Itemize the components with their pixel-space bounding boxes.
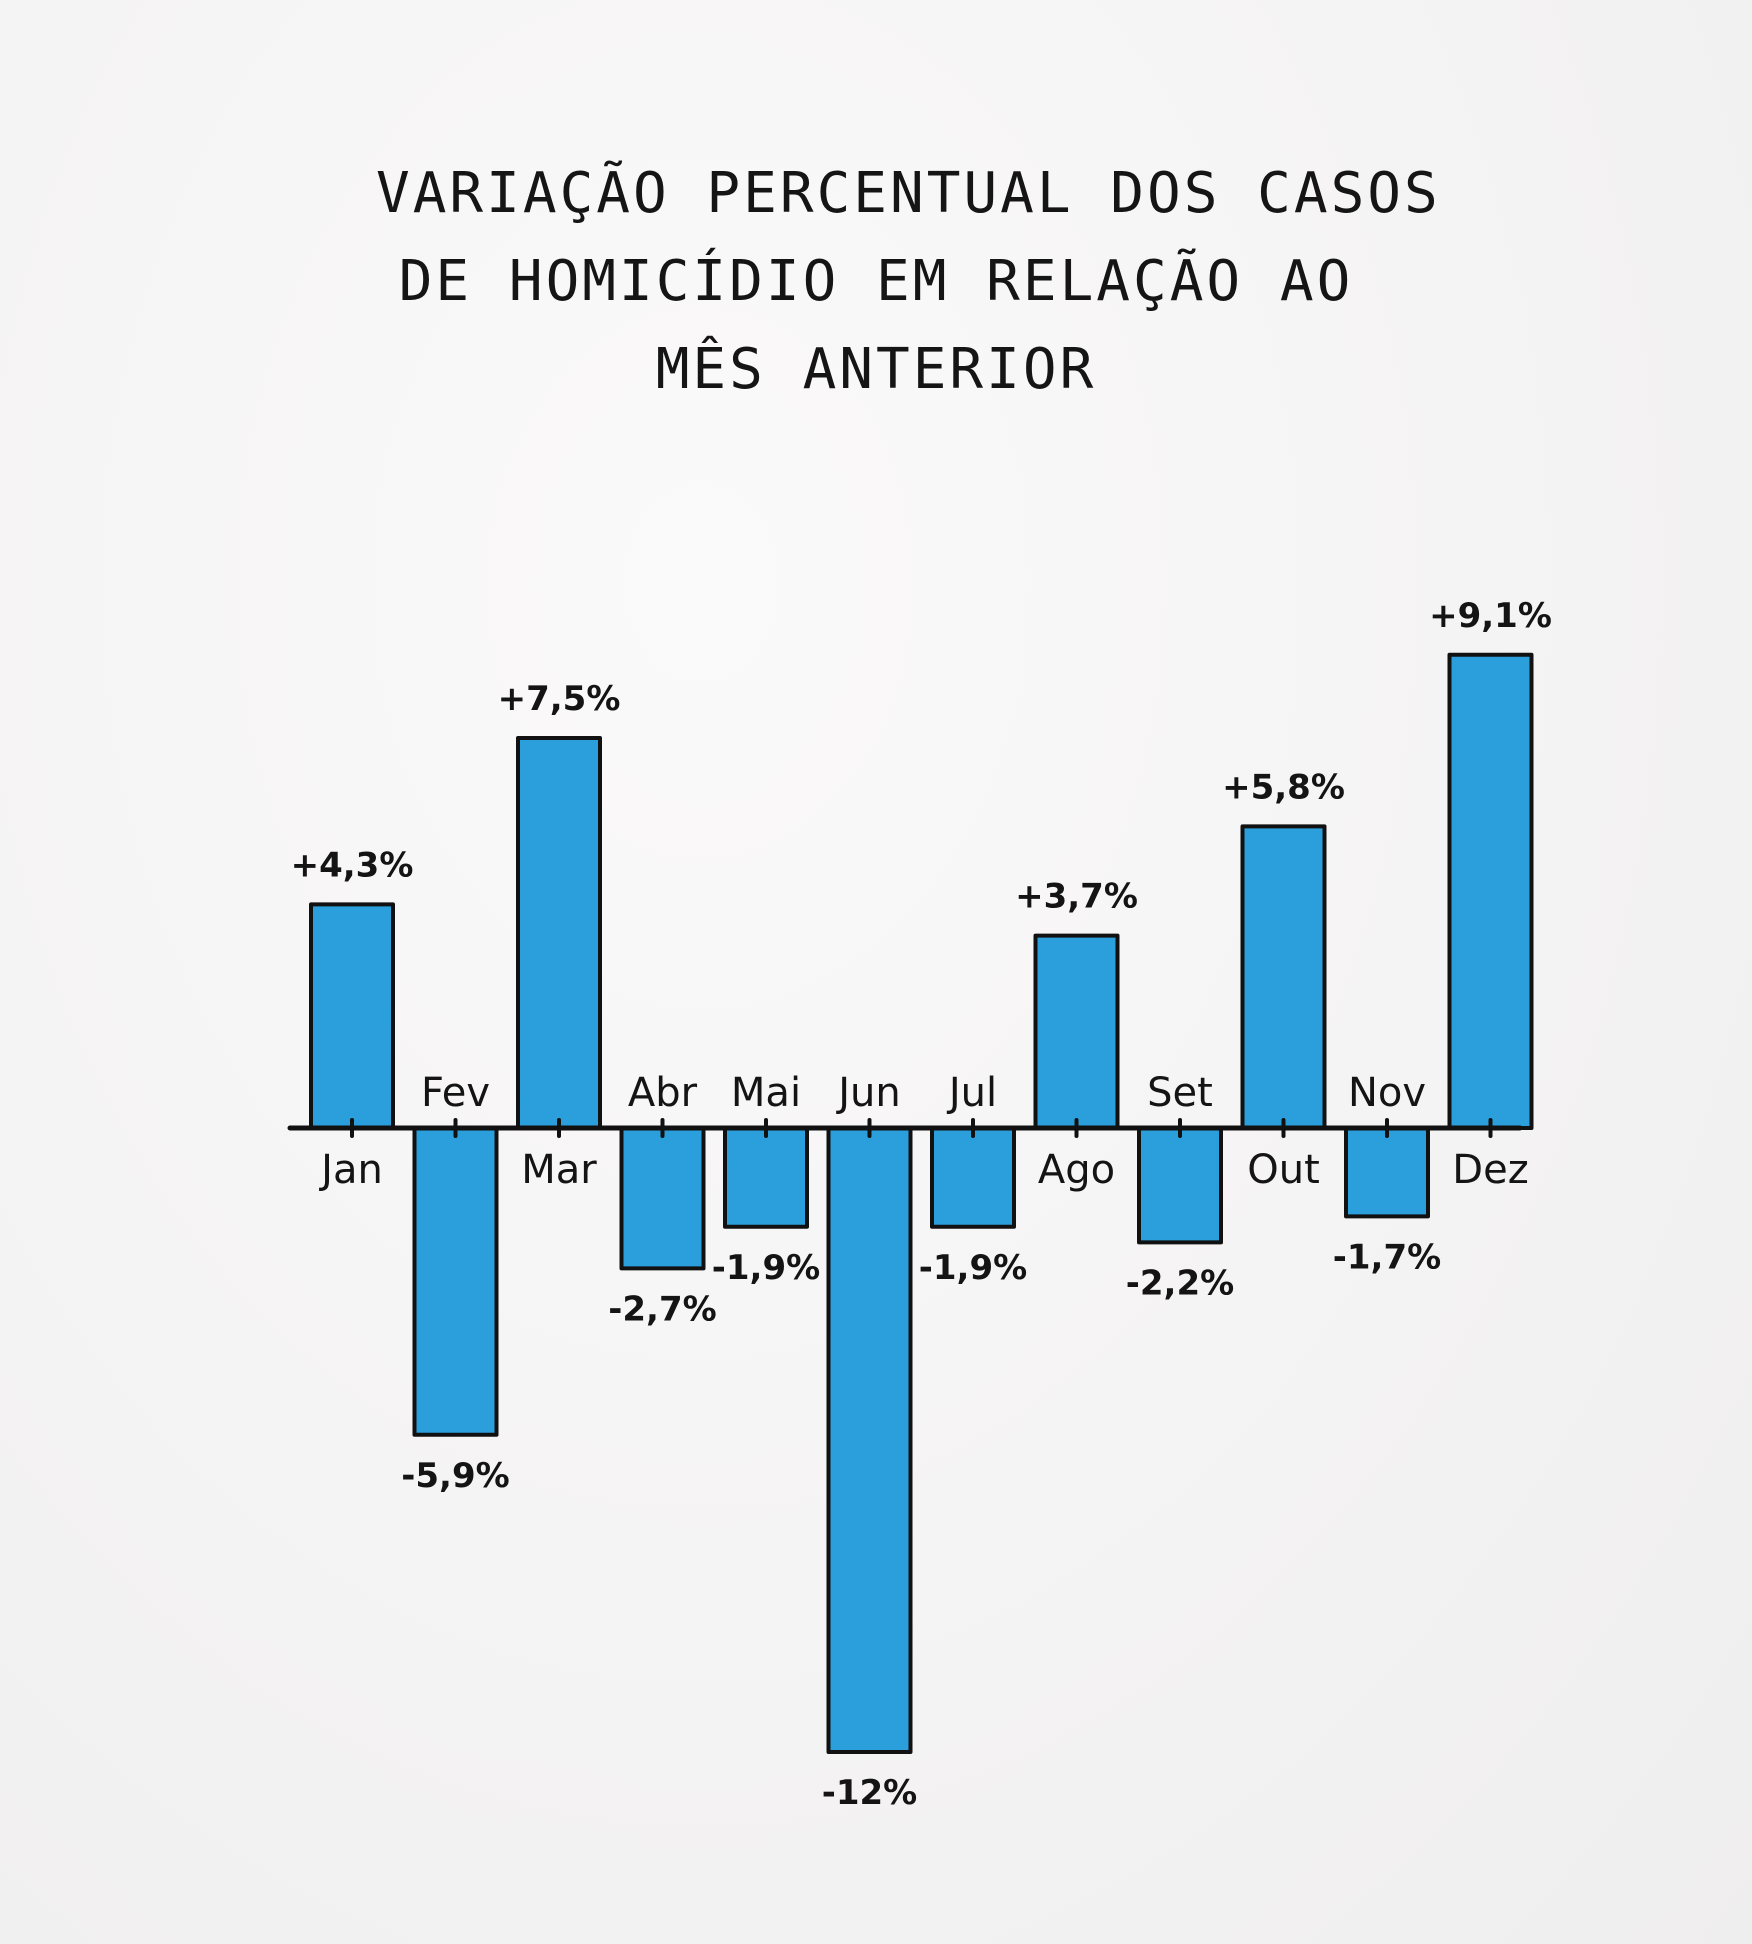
month-label-mar: Mar <box>521 1147 597 1193</box>
chart-title-line-3: mês anterior <box>655 337 1097 402</box>
month-label-out: Out <box>1247 1147 1320 1193</box>
month-label-nov: Nov <box>1348 1070 1426 1116</box>
month-label-jan: Jan <box>318 1147 383 1193</box>
bar-mar <box>516 736 602 1130</box>
month-label-ago: Ago <box>1038 1147 1115 1193</box>
chart-title-line-1: Variação percentual dos casos <box>376 161 1441 226</box>
bar-dez <box>1447 652 1534 1130</box>
month-label-jul: Jul <box>946 1070 997 1116</box>
bar-fev <box>412 1126 499 1437</box>
month-label-abr: Abr <box>628 1070 698 1116</box>
value-label-fev: -5,9% <box>401 1456 509 1496</box>
month-label-set: Set <box>1147 1070 1213 1116</box>
bar-ago <box>1033 933 1120 1130</box>
month-label-dez: Dez <box>1452 1147 1528 1193</box>
bar-mai <box>723 1126 809 1229</box>
bar-jan <box>309 902 395 1131</box>
month-label-jun: Jun <box>835 1070 901 1116</box>
chart-title: Variação percentual dos casos de homicíd… <box>376 150 1441 414</box>
bar-jun <box>826 1126 913 1754</box>
value-label-nov: -1,7% <box>1333 1237 1441 1277</box>
value-label-mar: +7,5% <box>498 679 621 719</box>
value-label-jan: +4,3% <box>291 845 414 885</box>
bar-set <box>1137 1126 1223 1245</box>
bar-out <box>1240 824 1327 1131</box>
value-label-set: -2,2% <box>1126 1263 1234 1303</box>
value-label-jul: -1,9% <box>919 1248 1027 1288</box>
bar-jul <box>930 1126 1016 1229</box>
month-label-mai: Mai <box>731 1070 801 1116</box>
value-label-out: +5,8% <box>1222 767 1345 807</box>
value-label-jun: -12% <box>822 1773 918 1813</box>
value-label-mai: -1,9% <box>712 1248 820 1288</box>
bar-nov <box>1344 1126 1430 1219</box>
chart-title-line-2: de homicídio em relação ao <box>398 249 1354 314</box>
bar-abr <box>619 1126 706 1271</box>
value-label-dez: +9,1% <box>1429 596 1552 636</box>
value-label-ago: +3,7% <box>1015 877 1138 917</box>
month-label-fev: Fev <box>421 1070 490 1116</box>
value-label-abr: -2,7% <box>608 1289 716 1329</box>
